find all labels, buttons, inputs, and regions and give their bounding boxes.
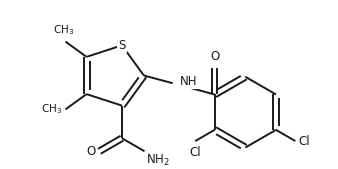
Text: O: O (87, 145, 96, 158)
Text: Cl: Cl (298, 135, 310, 148)
Text: S: S (118, 39, 126, 52)
Text: NH: NH (180, 75, 198, 88)
Text: CH$_3$: CH$_3$ (41, 103, 63, 116)
Text: CH$_3$: CH$_3$ (53, 23, 74, 37)
Text: Cl: Cl (189, 146, 201, 159)
Text: O: O (210, 50, 219, 63)
Text: NH$_2$: NH$_2$ (146, 153, 170, 168)
